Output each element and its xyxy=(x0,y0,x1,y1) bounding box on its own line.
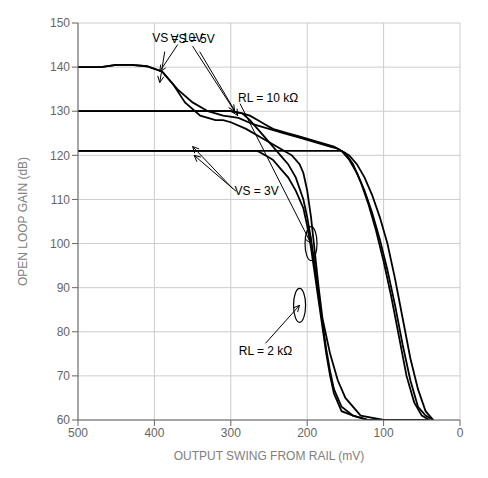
svg-text:400: 400 xyxy=(144,426,164,440)
svg-text:VS = 5V: VS = 5V xyxy=(170,32,214,46)
svg-text:80: 80 xyxy=(57,325,71,339)
svg-text:200: 200 xyxy=(297,426,317,440)
svg-text:110: 110 xyxy=(51,193,70,207)
svg-text:100: 100 xyxy=(50,237,70,251)
svg-text:140: 140 xyxy=(50,60,70,74)
svg-text:OPEN LOOP GAIN (dB): OPEN LOOP GAIN (dB) xyxy=(16,157,30,286)
svg-text:300: 300 xyxy=(221,426,241,440)
svg-text:RL = 2 kΩ: RL = 2 kΩ xyxy=(239,344,293,358)
svg-text:90: 90 xyxy=(57,281,71,295)
svg-text:70: 70 xyxy=(57,369,71,383)
svg-text:0: 0 xyxy=(457,426,464,440)
svg-text:500: 500 xyxy=(68,426,88,440)
svg-text:60: 60 xyxy=(57,413,71,427)
svg-text:RL = 10 kΩ: RL = 10 kΩ xyxy=(238,91,298,105)
svg-text:120: 120 xyxy=(50,149,70,163)
svg-text:VS = 3V: VS = 3V xyxy=(234,184,278,198)
svg-text:130: 130 xyxy=(50,104,70,118)
svg-text:100: 100 xyxy=(374,426,394,440)
svg-text:150: 150 xyxy=(50,16,70,30)
svg-text:OUTPUT SWING FROM RAIL (mV): OUTPUT SWING FROM RAIL (mV) xyxy=(174,449,365,463)
